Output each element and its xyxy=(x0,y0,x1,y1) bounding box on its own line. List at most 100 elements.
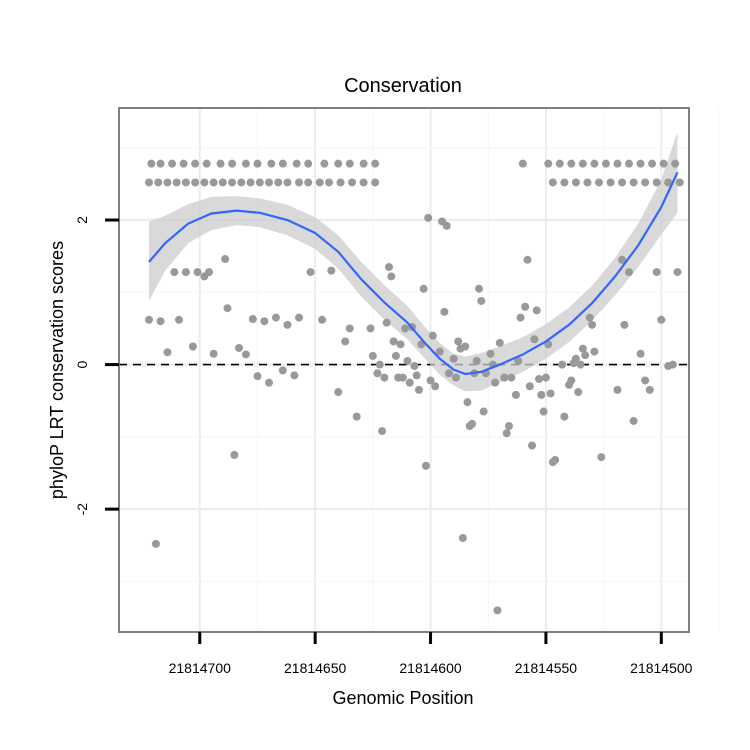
x-tick-label: 21814600 xyxy=(399,660,462,676)
data-point xyxy=(597,453,606,462)
data-point xyxy=(188,342,197,351)
data-point xyxy=(348,178,357,187)
data-point xyxy=(449,354,458,363)
data-point xyxy=(511,390,520,399)
data-point xyxy=(571,354,580,363)
data-point xyxy=(671,159,680,168)
y-tick-label: 2 xyxy=(74,216,90,224)
data-point xyxy=(265,378,273,387)
data-point xyxy=(532,306,541,315)
data-point xyxy=(228,178,237,187)
data-point xyxy=(191,178,200,187)
data-point xyxy=(546,389,555,398)
data-point xyxy=(304,159,313,168)
data-point xyxy=(585,313,594,322)
data-point xyxy=(156,317,165,326)
data-point xyxy=(525,382,534,391)
data-point xyxy=(403,356,412,365)
data-point xyxy=(278,366,287,375)
data-point xyxy=(389,337,398,346)
data-point xyxy=(567,159,576,168)
data-point xyxy=(574,388,583,397)
data-point xyxy=(156,159,165,168)
data-point xyxy=(193,268,202,277)
data-point xyxy=(675,178,684,187)
data-point xyxy=(246,178,255,187)
data-point xyxy=(345,159,354,168)
data-point xyxy=(145,315,153,324)
data-point xyxy=(595,178,603,187)
data-point xyxy=(625,268,633,277)
data-point xyxy=(341,337,350,346)
data-point xyxy=(567,376,576,385)
data-point xyxy=(629,178,638,187)
data-point xyxy=(253,372,262,381)
data-point xyxy=(334,388,343,397)
x-tick-label: 21814500 xyxy=(630,660,693,676)
data-point xyxy=(175,315,183,324)
data-point xyxy=(359,159,368,168)
data-point xyxy=(255,178,264,187)
data-point xyxy=(200,178,209,187)
data-point xyxy=(613,159,622,168)
data-point xyxy=(590,347,599,356)
data-point xyxy=(283,178,292,187)
data-point xyxy=(315,178,324,187)
data-point xyxy=(306,268,315,277)
data-point xyxy=(283,320,292,329)
data-point xyxy=(442,221,451,230)
data-point xyxy=(523,255,532,264)
data-point xyxy=(581,351,590,360)
data-point xyxy=(458,534,467,543)
data-point xyxy=(544,159,553,168)
data-point xyxy=(551,455,560,464)
data-point xyxy=(590,159,599,168)
data-point xyxy=(613,385,622,394)
data-point xyxy=(368,351,377,360)
data-point xyxy=(461,342,470,351)
data-point xyxy=(345,324,354,333)
data-point xyxy=(396,340,405,349)
data-point xyxy=(618,255,627,264)
data-point xyxy=(421,461,430,470)
x-tick-label: 21814550 xyxy=(515,660,578,676)
data-point xyxy=(274,178,283,187)
data-point xyxy=(265,178,273,187)
data-point xyxy=(154,178,163,187)
data-point xyxy=(641,376,650,385)
x-axis-label: Genomic Position xyxy=(332,688,473,708)
data-point xyxy=(371,178,380,187)
smooth-trend-line xyxy=(148,171,679,376)
data-point xyxy=(641,178,650,187)
data-point xyxy=(147,159,156,168)
data-point xyxy=(223,304,232,313)
data-point xyxy=(664,178,673,187)
data-point xyxy=(648,159,657,168)
data-point xyxy=(235,343,243,352)
data-point xyxy=(528,441,537,450)
data-point xyxy=(385,263,393,272)
data-point xyxy=(387,272,396,281)
data-point xyxy=(380,373,389,382)
confidence-band xyxy=(149,131,678,392)
data-point xyxy=(463,398,472,407)
data-point xyxy=(583,178,592,187)
data-point xyxy=(668,360,677,369)
data-point xyxy=(218,178,227,187)
data-point xyxy=(518,159,527,168)
data-point xyxy=(163,178,172,187)
data-point xyxy=(202,159,211,168)
data-point xyxy=(373,369,382,378)
plot-panel xyxy=(119,108,689,632)
data-point xyxy=(401,324,410,333)
data-point xyxy=(241,159,250,168)
data-point xyxy=(290,371,299,380)
data-point xyxy=(486,349,495,358)
data-point xyxy=(325,178,333,187)
plot-border xyxy=(118,107,690,633)
data-point xyxy=(479,407,488,416)
data-point xyxy=(424,213,433,222)
data-point xyxy=(320,159,329,168)
confidence-band-area xyxy=(149,131,678,392)
data-point xyxy=(334,159,343,168)
